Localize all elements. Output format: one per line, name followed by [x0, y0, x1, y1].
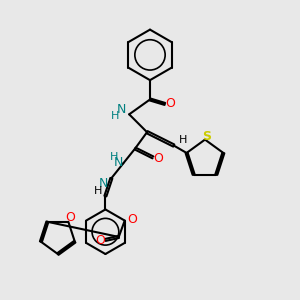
- Text: N: N: [117, 103, 127, 116]
- Text: O: O: [165, 98, 175, 110]
- Text: H: H: [111, 111, 119, 121]
- Text: O: O: [127, 214, 137, 226]
- Text: H: H: [94, 186, 102, 196]
- Text: N: N: [114, 156, 124, 169]
- Text: O: O: [153, 152, 163, 165]
- Text: S: S: [202, 130, 211, 142]
- Text: H: H: [178, 135, 187, 145]
- Text: H: H: [110, 152, 118, 162]
- Text: N: N: [99, 177, 109, 190]
- Text: O: O: [95, 234, 105, 247]
- Text: O: O: [65, 211, 75, 224]
